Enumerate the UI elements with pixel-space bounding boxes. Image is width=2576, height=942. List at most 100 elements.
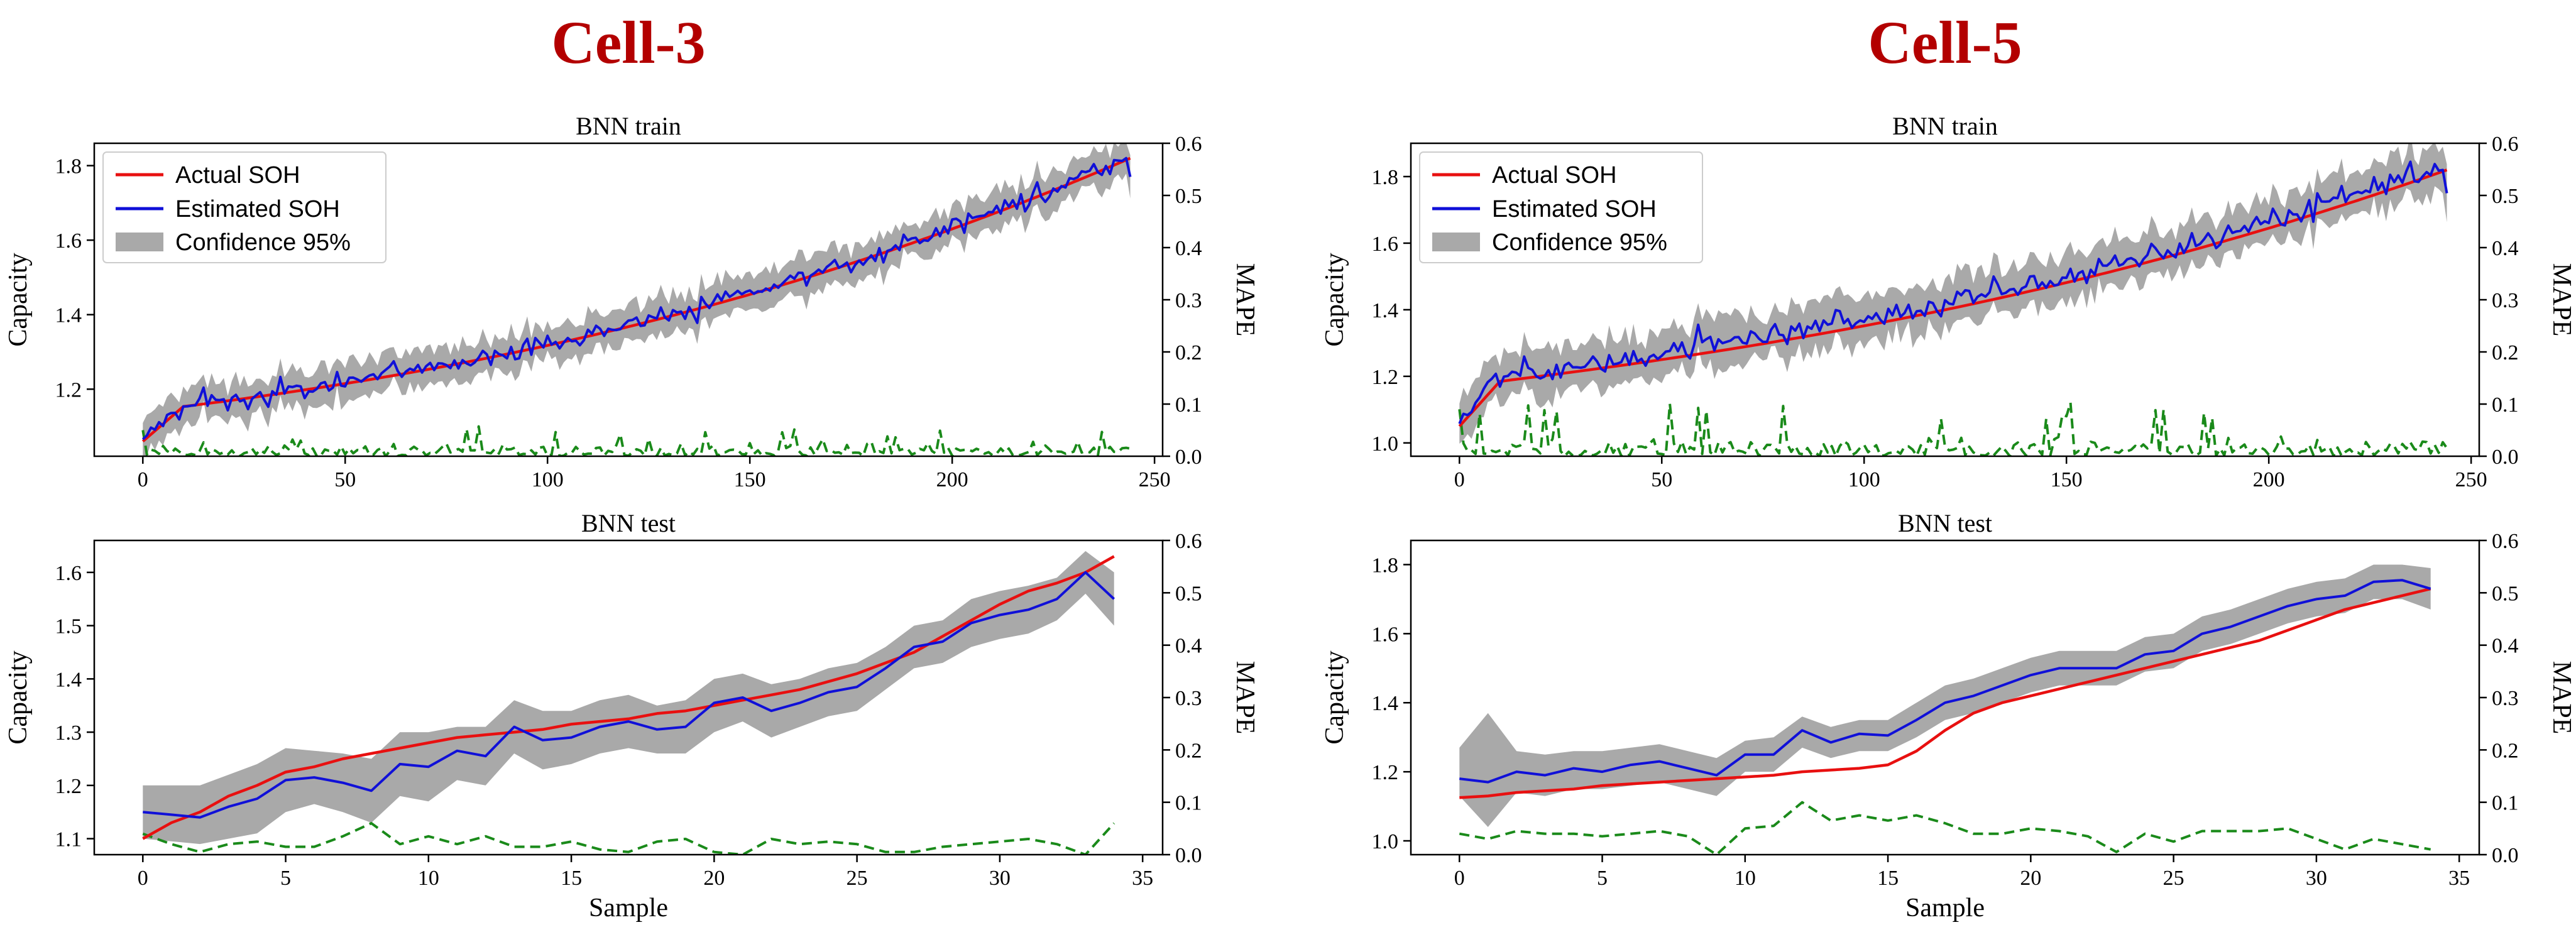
y-tick-label: 1.4 — [55, 304, 82, 327]
panel-4: 0 5 10 15 20 25 30 35 1.0 1.2 1.4 1.6 1.8 0.0 0.1 0.2 0.… — [1320, 509, 2576, 923]
x-tick-label: 25 — [847, 867, 868, 890]
x-tick-label: 0 — [1454, 468, 1465, 491]
x-tick-label: 10 — [1735, 867, 1756, 890]
y-tick-label: 1.8 — [1372, 554, 1399, 577]
plot-area — [1458, 143, 2448, 456]
y2-tick-label: 0.6 — [2492, 530, 2519, 553]
x-tick-label: 15 — [1877, 867, 1899, 890]
estimated-soh-series — [143, 571, 1115, 819]
x-tick-label: 30 — [2306, 867, 2327, 890]
confidence-band — [143, 550, 1114, 845]
x-tick-label: 0 — [1454, 867, 1465, 890]
y-tick-label: 1.4 — [55, 668, 82, 691]
x-tick-label: 100 — [532, 468, 564, 491]
y-tick-label: 1.2 — [55, 775, 82, 798]
x-tick-label: 5 — [1597, 867, 1608, 890]
panel-title: BNN train — [1892, 112, 1998, 140]
y2-tick-label: 0.4 — [2492, 635, 2519, 658]
y2-tick-label: 0.0 — [1175, 446, 1202, 469]
mape-series — [1458, 401, 2448, 456]
confidence-band — [143, 143, 1131, 456]
y-axis-label: Capacity — [1320, 253, 1349, 346]
x-tick-label: 20 — [703, 867, 725, 890]
actual-soh-series — [142, 555, 1115, 840]
legend-box — [1419, 151, 1703, 263]
x-tick-label: 100 — [1848, 468, 1880, 491]
y2-tick-label: 0.1 — [1175, 792, 1202, 815]
x-tick-label: 5 — [280, 867, 291, 890]
confidence-band — [1459, 143, 2447, 444]
mape-series — [1459, 801, 2431, 855]
y2-tick-label: 0.3 — [1175, 687, 1202, 710]
x-tick-label: 35 — [1132, 867, 1153, 890]
x-tick-label: 25 — [2163, 867, 2184, 890]
y-tick-label: 1.3 — [55, 721, 82, 745]
y2-tick-label: 0.6 — [2492, 133, 2519, 156]
x-tick-label: 0 — [138, 867, 148, 890]
cell-5-title: Cell-5 — [1868, 9, 2022, 76]
y-tick-label: 1.6 — [55, 229, 82, 253]
x-tick-label: 250 — [2455, 468, 2487, 491]
x-tick-label: 150 — [734, 468, 766, 491]
y2-tick-label: 0.0 — [2492, 844, 2519, 867]
y-tick-label: 1.1 — [55, 828, 82, 852]
y2-tick-label: 0.3 — [1175, 289, 1202, 312]
panel-3: 0 5 10 15 20 25 30 35 1.1 1.2 1.3 1.4 1.5 1.6 0.0 0.1 0.… — [4, 509, 1259, 923]
x-axis-label: Sample — [589, 894, 668, 923]
x-tick-label: 50 — [1651, 468, 1672, 491]
y-axis-label: Capacity — [4, 650, 33, 744]
plot-area — [1459, 564, 2431, 855]
y2-tick-label: 0.5 — [1175, 582, 1202, 605]
y2-tick-label: 0.5 — [1175, 185, 1202, 208]
x-axis-label: Sample — [1905, 894, 1985, 923]
chart-panels: 0 50 100 150 200 2501.21.41.61.80.00.10.20.30… — [4, 112, 2576, 923]
legend-box — [102, 151, 386, 263]
y2-tick-label: 0.2 — [2492, 739, 2519, 762]
y2-tick-label: 0.0 — [2492, 446, 2519, 469]
y2-tick-label: 0.0 — [1175, 844, 1202, 867]
y2-tick-label: 0.1 — [2492, 792, 2519, 815]
y2-tick-label: 0.6 — [1175, 530, 1202, 553]
legend-actual-label: Actual SOH — [175, 162, 300, 189]
y2-axis-label: MAPE — [1230, 263, 1259, 337]
plot-area — [142, 550, 1115, 855]
plot-area — [141, 143, 1132, 456]
x-tick-label: 50 — [334, 468, 356, 491]
x-tick-label: 20 — [2020, 867, 2041, 890]
y2-axis-label: MAPE — [2547, 263, 2576, 337]
legend-estimated-label: Estimated SOH — [1492, 196, 1657, 222]
x-tick-label: 200 — [936, 468, 968, 491]
estimated-soh-series — [141, 156, 1132, 441]
y2-tick-label: 0.6 — [1175, 133, 1202, 156]
y-axis-label: Capacity — [1320, 650, 1349, 744]
y2-tick-label: 0.2 — [2492, 341, 2519, 364]
y-tick-label: 1.6 — [1372, 623, 1399, 646]
y-tick-label: 1.4 — [1372, 299, 1399, 322]
y2-tick-label: 0.5 — [2492, 582, 2519, 605]
y2-tick-label: 0.2 — [1175, 739, 1202, 762]
panel-title: BNN train — [576, 112, 681, 140]
panel-title: BNN test — [1898, 509, 1992, 537]
x-tick-label: 15 — [561, 867, 582, 890]
legend: Actual SOH Estimated SOH Confidence 95% — [102, 151, 386, 263]
estimated-soh-series — [1459, 579, 2431, 784]
panel-title: BNN test — [581, 509, 676, 537]
y-tick-label: 1.5 — [55, 615, 82, 638]
x-tick-label: 200 — [2253, 468, 2285, 491]
y2-axis-label: MAPE — [1230, 661, 1259, 735]
estimated-soh-series — [1458, 160, 2448, 424]
legend-actual-label: Actual SOH — [1492, 162, 1617, 189]
y2-tick-label: 0.5 — [2492, 185, 2519, 208]
x-tick-label: 0 — [138, 468, 148, 491]
mape-series — [141, 425, 1131, 456]
y-tick-label: 1.2 — [1372, 366, 1399, 389]
y2-tick-label: 0.1 — [1175, 393, 1202, 417]
legend-estimated-label: Estimated SOH — [175, 196, 340, 222]
x-tick-label: 250 — [1139, 468, 1171, 491]
y-tick-label: 1.8 — [55, 155, 82, 178]
legend-confidence-swatch — [116, 233, 163, 251]
cell-3-title: Cell-3 — [551, 9, 705, 76]
y-tick-label: 1.6 — [55, 562, 82, 585]
y2-tick-label: 0.3 — [2492, 687, 2519, 710]
